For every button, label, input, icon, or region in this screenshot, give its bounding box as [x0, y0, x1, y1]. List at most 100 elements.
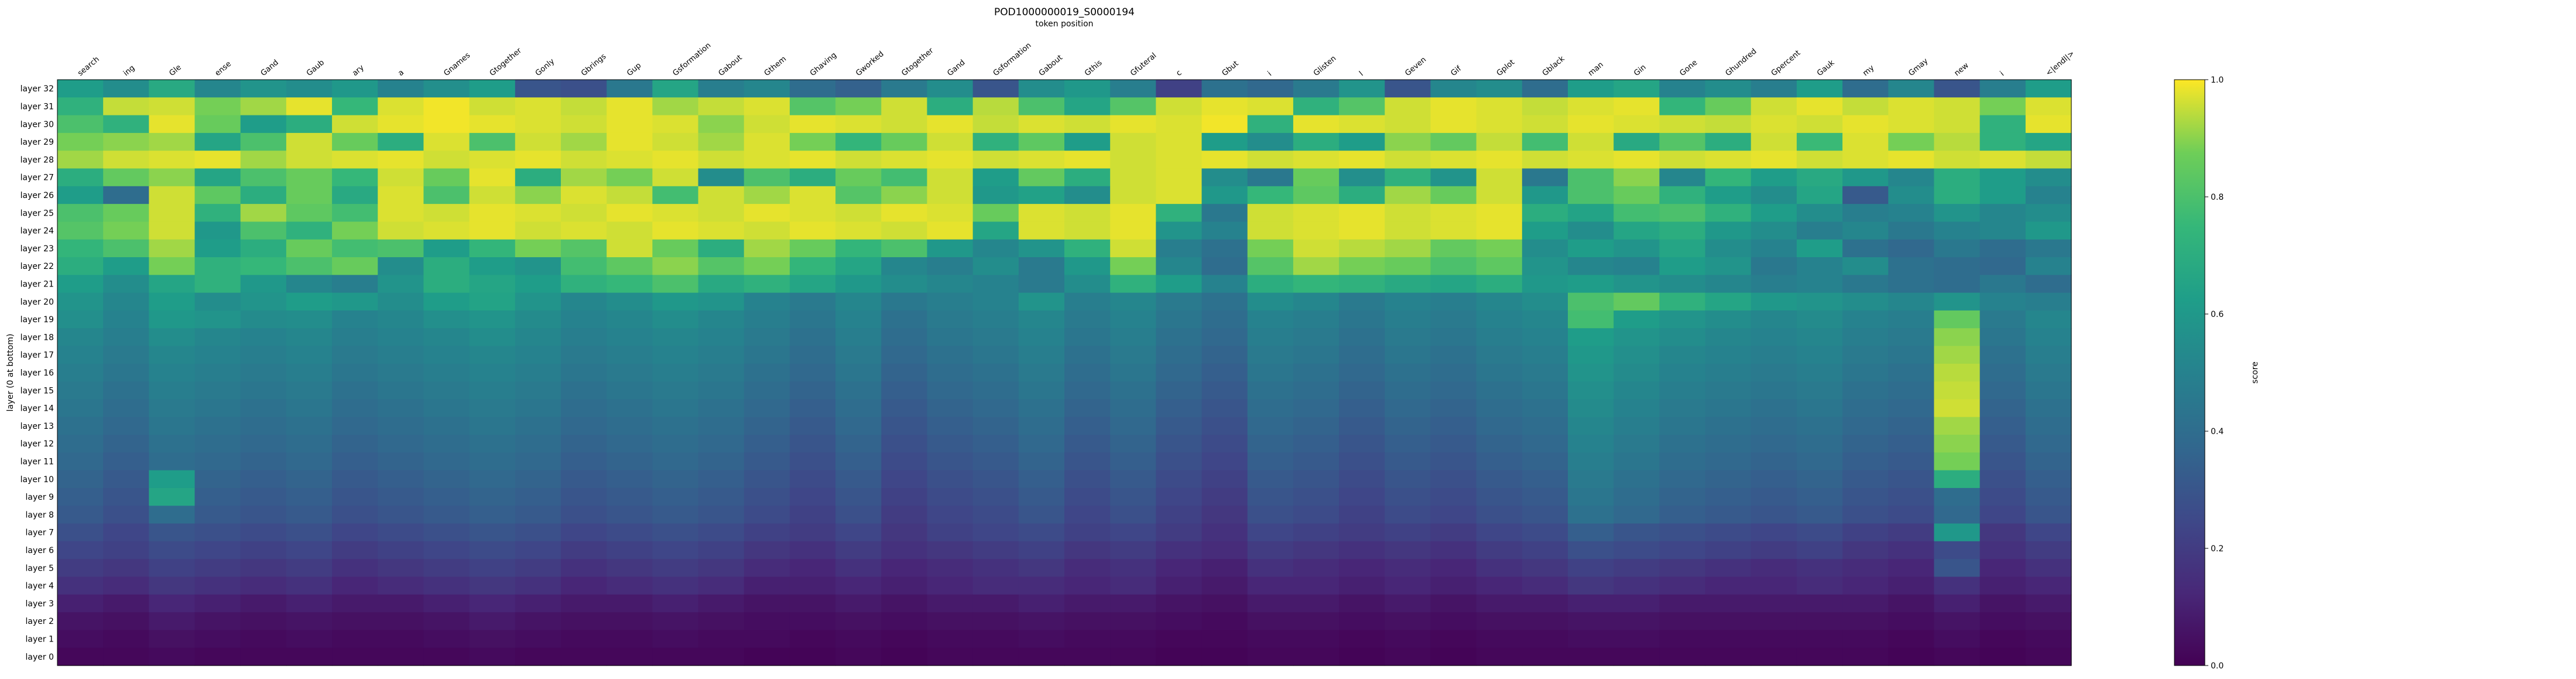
heatmap-cell	[1110, 310, 1156, 329]
heatmap-cell	[927, 221, 974, 240]
heatmap-cell	[423, 647, 470, 666]
heatmap-cell	[515, 630, 561, 649]
heatmap-cell	[469, 452, 516, 471]
heatmap-cell	[332, 310, 378, 329]
heatmap-cell	[1659, 239, 1706, 258]
heatmap-cell	[881, 594, 928, 613]
heatmap-cell	[1476, 186, 1523, 204]
heatmap-cell	[378, 115, 424, 134]
heatmap-cell	[423, 576, 470, 595]
y-tick-label: layer 23	[20, 244, 54, 254]
heatmap-cell	[103, 204, 149, 223]
heatmap-cell	[927, 186, 974, 204]
heatmap-cell	[1979, 310, 2026, 329]
heatmap-cell	[1842, 417, 1889, 435]
heatmap-cell	[194, 541, 241, 559]
heatmap-cell	[2025, 151, 2072, 169]
heatmap-cell	[1156, 399, 1203, 418]
heatmap-cell	[972, 470, 1019, 489]
heatmap-cell	[286, 292, 333, 311]
heatmap-cell	[1659, 292, 1706, 311]
heatmap-cell	[652, 363, 699, 382]
colorbar-tick-label: 0.4	[2211, 427, 2224, 436]
heatmap-cell	[1156, 363, 1203, 382]
heatmap-cell	[1522, 239, 1568, 258]
heatmap-cell	[57, 559, 104, 578]
y-tick-label: layer 4	[26, 582, 54, 591]
heatmap-cell	[744, 523, 790, 542]
heatmap-cell	[698, 523, 745, 542]
heatmap-cell	[835, 647, 882, 666]
heatmap-cell	[103, 523, 149, 542]
heatmap-cell	[1614, 630, 1660, 649]
heatmap-cell	[194, 132, 241, 151]
heatmap-cell	[2025, 97, 2072, 116]
heatmap-cell	[789, 80, 836, 98]
x-tick-label: ary	[351, 63, 366, 78]
heatmap-cell	[1156, 204, 1203, 223]
heatmap-cell	[57, 630, 104, 649]
heatmap-cell	[835, 417, 882, 435]
heatmap-cell	[332, 435, 378, 453]
heatmap-cell	[423, 221, 470, 240]
heatmap-cell	[1247, 594, 1294, 613]
heatmap-cell	[1201, 381, 1248, 400]
heatmap-cell	[1018, 541, 1065, 559]
heatmap-cell	[1705, 612, 1752, 630]
heatmap-cell	[469, 576, 516, 595]
heatmap-cell	[1110, 559, 1156, 578]
heatmap-cell	[835, 559, 882, 578]
heatmap-cell	[423, 97, 470, 116]
heatmap-cell	[1293, 97, 1340, 116]
heatmap-cell	[286, 594, 333, 613]
heatmap-cell	[1476, 559, 1523, 578]
heatmap-cell	[1339, 647, 1385, 666]
heatmap-cell	[515, 470, 561, 489]
heatmap-cell	[286, 612, 333, 630]
heatmap-cell	[561, 381, 607, 400]
heatmap-cell	[1522, 80, 1568, 98]
heatmap-cell	[57, 310, 104, 329]
heatmap-cell	[1339, 80, 1385, 98]
heatmap-cell	[1293, 132, 1340, 151]
heatmap-cell	[515, 576, 561, 595]
heatmap-cell	[1247, 275, 1294, 294]
heatmap-cell	[103, 381, 149, 400]
heatmap-cell	[1568, 292, 1614, 311]
heatmap-cell	[1979, 239, 2026, 258]
colorbar-tick-label: 1.0	[2211, 76, 2224, 85]
heatmap-cell	[1247, 470, 1294, 489]
heatmap-cell	[881, 452, 928, 471]
heatmap-cell	[835, 594, 882, 613]
heatmap-cell	[835, 328, 882, 347]
heatmap-cell	[240, 132, 287, 151]
heatmap-cell	[149, 506, 196, 524]
heatmap-cell	[103, 239, 149, 258]
heatmap-cell	[1018, 328, 1065, 347]
heatmap-cell	[1476, 328, 1523, 347]
heatmap-cell	[378, 487, 424, 506]
heatmap-cell	[1614, 381, 1660, 400]
heatmap-cell	[789, 452, 836, 471]
heatmap-cell	[1979, 630, 2026, 649]
heatmap-cell	[1705, 97, 1752, 116]
heatmap-cell	[2025, 576, 2072, 595]
heatmap-cell	[194, 594, 241, 613]
x-tick-label: Gtogether	[900, 46, 936, 78]
heatmap-cell	[652, 435, 699, 453]
heatmap-cell	[1934, 292, 1981, 311]
heatmap-cell	[1064, 363, 1111, 382]
heatmap-cell	[972, 417, 1019, 435]
heatmap-cell	[561, 80, 607, 98]
heatmap-cell	[744, 328, 790, 347]
y-tick-label: layer 31	[20, 103, 54, 112]
heatmap-cell	[1385, 97, 1431, 116]
heatmap-cell	[2025, 257, 2072, 275]
heatmap-cell	[1568, 399, 1614, 418]
heatmap-cell	[652, 381, 699, 400]
heatmap-cell	[1018, 417, 1065, 435]
heatmap-cell	[835, 470, 882, 489]
heatmap-cell	[972, 612, 1019, 630]
heatmap-cell	[1796, 506, 1843, 524]
heatmap-cell	[1934, 452, 1981, 471]
